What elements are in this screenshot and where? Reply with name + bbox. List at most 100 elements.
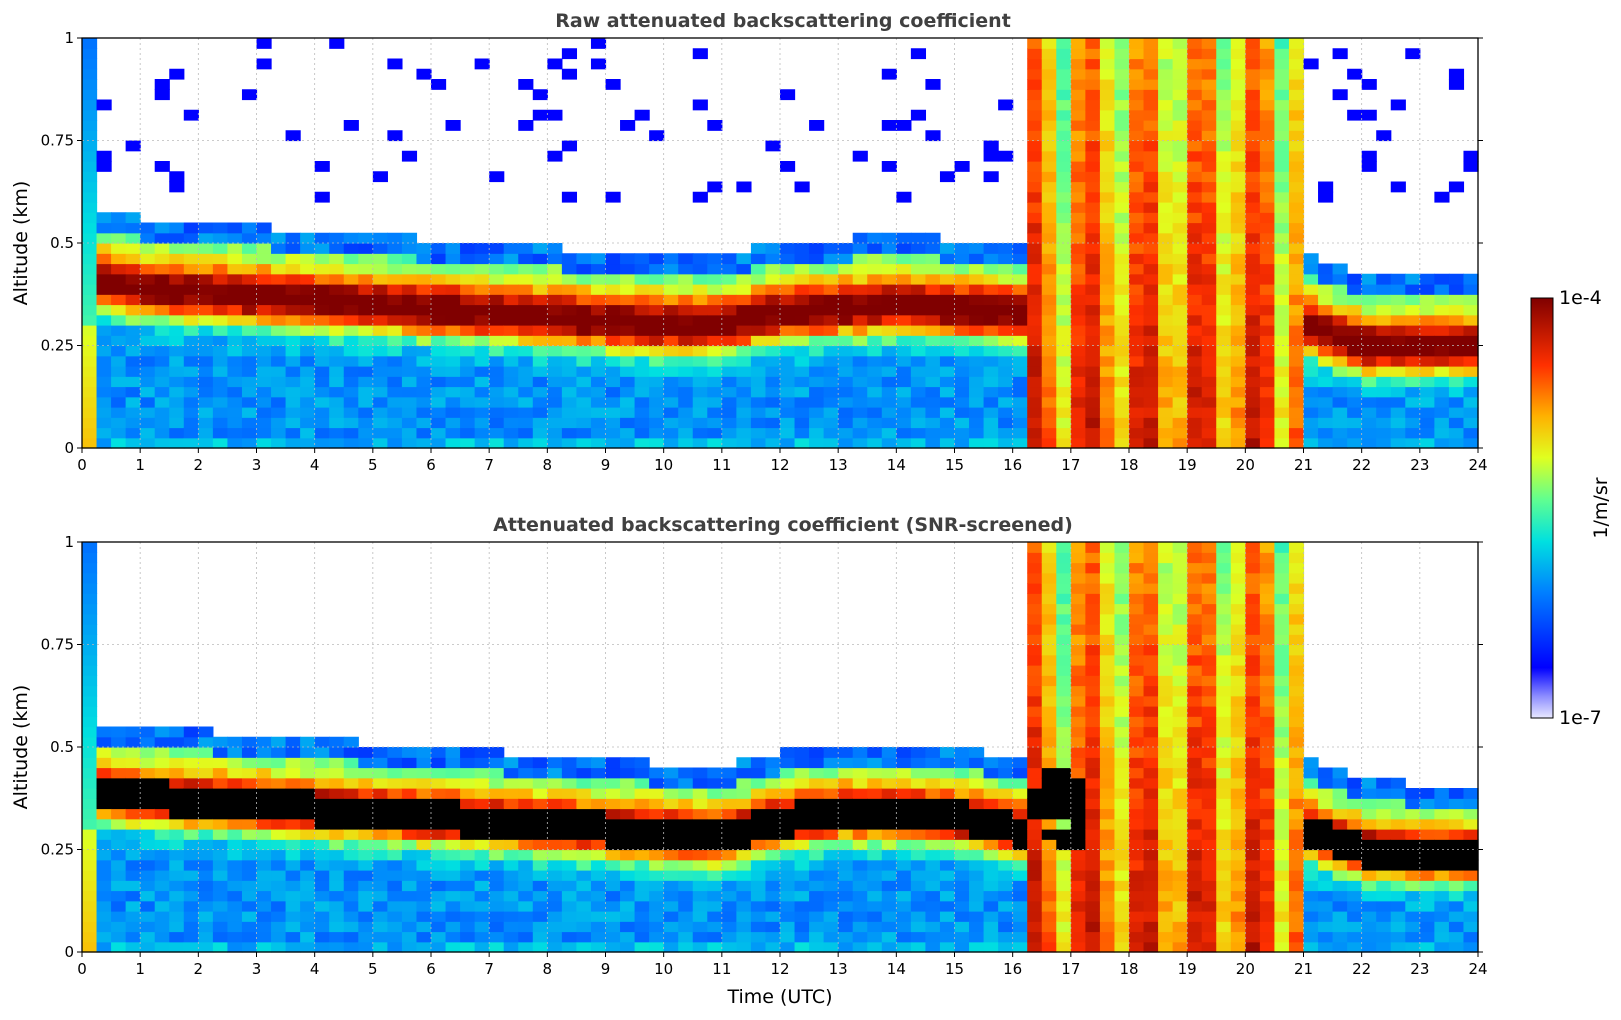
heatmap-cell	[1245, 675, 1261, 687]
heatmap-cell	[1158, 48, 1174, 60]
heatmap-cell	[96, 931, 112, 943]
heatmap-cell	[1085, 191, 1101, 203]
heatmap-cell	[867, 407, 883, 418]
heatmap-cell	[1245, 222, 1261, 234]
heatmap-cell	[183, 284, 199, 295]
heatmap-cell	[1114, 294, 1130, 306]
heatmap-cell	[692, 366, 708, 377]
heatmap-cell	[620, 921, 636, 933]
heatmap-cell	[503, 396, 519, 408]
heatmap-cell	[1172, 706, 1188, 717]
heatmap-cell	[939, 345, 956, 357]
heatmap-cell	[183, 777, 199, 789]
heatmap-cell	[1099, 900, 1116, 912]
heatmap-cell	[256, 325, 272, 336]
heatmap-cell	[736, 777, 752, 789]
heatmap-cell	[329, 777, 345, 789]
heatmap-cell	[1274, 583, 1290, 594]
heatmap-cell	[576, 788, 592, 799]
heatmap-cell	[1347, 109, 1363, 121]
heatmap-cell	[1390, 808, 1406, 820]
heatmap-cell	[387, 386, 403, 398]
heatmap-cell	[881, 911, 897, 922]
heatmap-cell	[1332, 921, 1348, 933]
heatmap-cell	[271, 870, 287, 881]
heatmap-cell	[838, 941, 854, 953]
heatmap-cell	[1201, 542, 1217, 553]
heatmap-cell	[212, 839, 229, 851]
heatmap-cell	[1361, 859, 1377, 871]
heatmap-cell	[678, 314, 694, 326]
heatmap-cell	[1463, 880, 1479, 892]
heatmap-cell	[1201, 38, 1217, 49]
heatmap-cell	[1376, 345, 1392, 357]
heatmap-cell	[1405, 808, 1421, 820]
heatmap-cell	[867, 325, 883, 336]
heatmap-cell	[1143, 202, 1159, 213]
heatmap-cell	[939, 253, 956, 265]
heatmap-cell	[169, 417, 185, 429]
heatmap-cell	[1041, 407, 1057, 418]
heatmap-cell	[794, 366, 810, 377]
heatmap-cell	[241, 417, 258, 429]
heatmap-cell	[1129, 542, 1145, 553]
heatmap-cell	[736, 839, 752, 851]
heatmap-cell	[1274, 79, 1290, 90]
heatmap-cell	[1143, 386, 1159, 398]
heatmap-cell	[983, 941, 999, 953]
heatmap-cell	[605, 191, 621, 203]
heatmap-cell	[111, 900, 127, 912]
heatmap-cell	[1187, 808, 1203, 820]
heatmap-cell	[285, 757, 301, 769]
heatmap-cell	[620, 829, 636, 840]
heatmap-cell	[576, 829, 592, 840]
heatmap-cell	[1129, 232, 1145, 244]
heatmap-cell	[939, 890, 956, 902]
heatmap-cell	[1245, 99, 1261, 111]
heatmap-cell	[838, 777, 854, 789]
heatmap-cell	[1172, 726, 1188, 738]
heatmap-cell	[969, 941, 985, 953]
heatmap-cell	[1448, 900, 1465, 912]
x-tick-label: 10	[654, 960, 673, 978]
heatmap-cell	[474, 437, 490, 449]
heatmap-cell	[212, 396, 229, 408]
heatmap-cell	[1259, 900, 1276, 912]
heatmap-cell	[620, 396, 636, 408]
heatmap-cell	[547, 366, 563, 377]
heatmap-cell	[1259, 140, 1276, 152]
heatmap-cell	[1361, 284, 1377, 295]
heatmap-cell	[489, 747, 505, 758]
heatmap-cell	[82, 345, 98, 357]
heatmap-cell	[925, 335, 941, 347]
heatmap-cell	[1085, 325, 1101, 336]
heatmap-cell	[576, 263, 592, 275]
heatmap-cell	[329, 941, 345, 953]
heatmap-cell	[1216, 355, 1232, 367]
heatmap-cell	[96, 736, 112, 748]
heatmap-cell	[271, 232, 287, 244]
heatmap-cell	[474, 921, 490, 933]
heatmap-cell	[1303, 294, 1319, 306]
heatmap-cell	[707, 870, 723, 881]
heatmap-cell	[838, 849, 854, 861]
heatmap-cell	[823, 314, 839, 326]
heatmap-cell	[736, 437, 752, 449]
heatmap-cell	[1434, 911, 1450, 922]
heatmap-cell	[82, 232, 98, 244]
heatmap-cell	[590, 900, 607, 912]
heatmap-cell	[416, 355, 432, 367]
heatmap-cell	[1027, 366, 1043, 377]
heatmap-cell	[1085, 222, 1101, 234]
heatmap-cell	[387, 304, 403, 316]
heatmap-cell	[431, 767, 447, 779]
heatmap-cell	[1099, 386, 1116, 398]
x-tick-label: 20	[1236, 960, 1255, 978]
heatmap-cell	[96, 839, 112, 851]
heatmap-cell	[823, 355, 839, 367]
heatmap-cell	[1245, 665, 1261, 676]
heatmap-cell	[939, 931, 956, 943]
heatmap-cell	[96, 253, 112, 265]
heatmap-cell	[1172, 747, 1188, 758]
heatmap-cell	[372, 253, 388, 265]
